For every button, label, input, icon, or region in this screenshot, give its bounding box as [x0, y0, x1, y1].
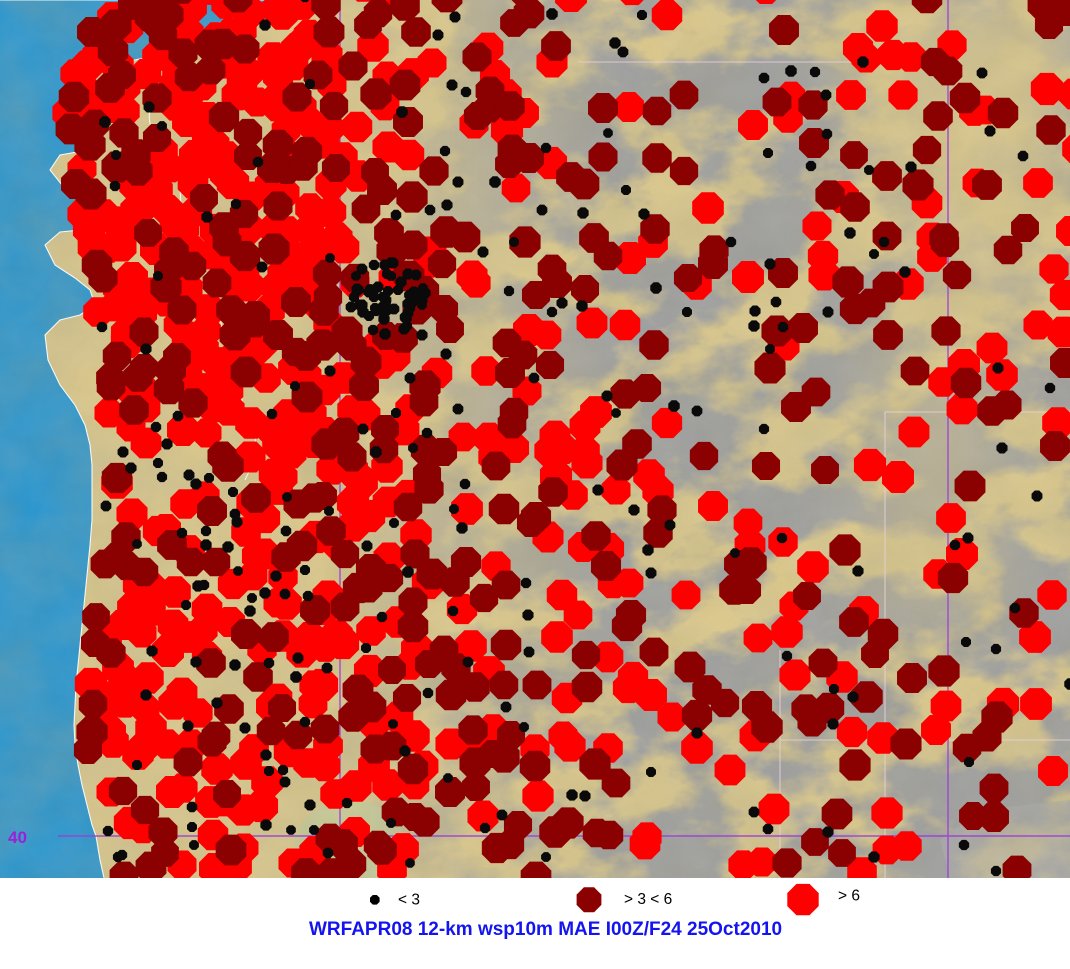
svg-text:< 3: < 3 — [398, 892, 420, 909]
svg-text:> 6: > 6 — [838, 888, 860, 905]
svg-text:40: 40 — [8, 828, 27, 847]
svg-text:> 3 < 6: > 3 < 6 — [624, 891, 672, 908]
svg-text:WRFAPR08 12-km wsp10m MAE I00Z: WRFAPR08 12-km wsp10m MAE I00Z/F24 25Oct… — [309, 919, 782, 940]
